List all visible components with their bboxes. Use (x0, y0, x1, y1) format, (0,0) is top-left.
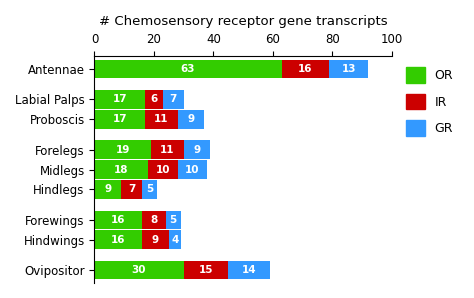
Text: 7: 7 (170, 94, 177, 104)
Title: # Chemosensory receptor gene transcripts: # Chemosensory receptor gene transcripts (99, 15, 387, 28)
Text: 4: 4 (171, 235, 178, 245)
Bar (142, 230, 169, 249)
Text: 17: 17 (112, 94, 127, 104)
Bar (183, 140, 210, 159)
Text: 17: 17 (112, 114, 127, 124)
Bar (94, 60, 282, 78)
Text: 9: 9 (193, 145, 201, 155)
Bar (151, 140, 183, 159)
Text: 9: 9 (104, 184, 111, 194)
Text: 15: 15 (199, 265, 213, 275)
Bar (94, 261, 183, 279)
Text: 11: 11 (154, 114, 169, 124)
Text: 16: 16 (111, 235, 126, 245)
Text: 10: 10 (185, 164, 200, 175)
Bar (178, 110, 204, 128)
Text: 9: 9 (188, 114, 195, 124)
Bar (94, 90, 145, 109)
Text: 11: 11 (160, 145, 174, 155)
Bar (282, 60, 329, 78)
Text: 19: 19 (116, 145, 130, 155)
Text: 30: 30 (132, 265, 146, 275)
Bar (142, 180, 157, 199)
Bar (94, 110, 145, 128)
Bar (121, 180, 142, 199)
Text: 8: 8 (150, 215, 157, 225)
Bar (329, 60, 368, 78)
Bar (178, 160, 208, 179)
Bar (163, 90, 183, 109)
Legend: OR, IR, GR: OR, IR, GR (401, 62, 458, 141)
Bar (145, 90, 163, 109)
Text: 5: 5 (146, 184, 153, 194)
Text: 16: 16 (298, 64, 313, 74)
Bar (94, 180, 121, 199)
Bar (148, 160, 178, 179)
Text: 13: 13 (341, 64, 356, 74)
Text: 6: 6 (150, 94, 157, 104)
Bar (166, 210, 181, 229)
Bar (94, 140, 151, 159)
Bar (94, 210, 142, 229)
Text: 63: 63 (181, 64, 195, 74)
Bar (145, 110, 178, 128)
Text: 7: 7 (128, 184, 135, 194)
Bar (142, 210, 166, 229)
Text: 16: 16 (111, 215, 126, 225)
Bar (183, 261, 228, 279)
Text: 5: 5 (170, 215, 177, 225)
Bar (169, 230, 181, 249)
Text: 9: 9 (152, 235, 159, 245)
Bar (228, 261, 270, 279)
Text: 14: 14 (242, 265, 256, 275)
Bar (94, 230, 142, 249)
Text: 10: 10 (155, 164, 170, 175)
Text: 18: 18 (114, 164, 128, 175)
Bar (94, 160, 148, 179)
